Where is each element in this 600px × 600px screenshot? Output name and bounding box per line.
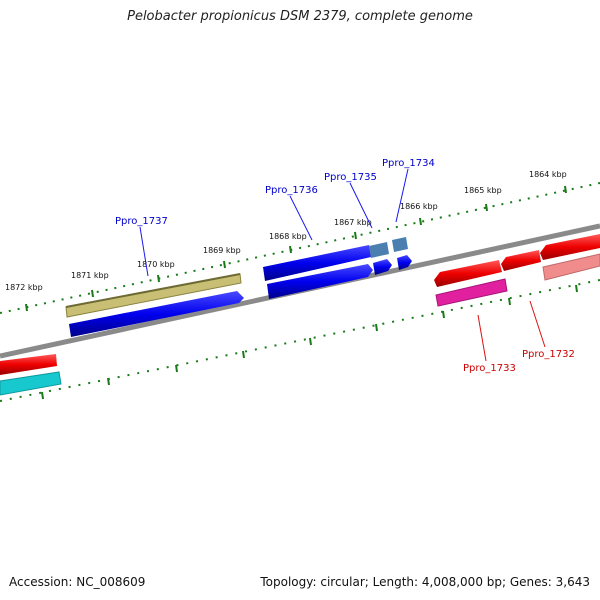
scale-label-1868: 1868 kbp [269, 232, 307, 241]
reverse-label-leaders [477, 300, 546, 362]
gene-ppro-1732-arrow[interactable] [501, 250, 541, 271]
scale-label-1864: 1864 kbp [529, 170, 567, 179]
gene-ppro-1735-arrow[interactable] [369, 242, 392, 275]
inner-tick-ring [0, 279, 600, 402]
forward-label-leaders [139, 168, 409, 277]
accession-label: Accession: NC_008609 [9, 575, 146, 589]
inner-major-ticks [41, 284, 578, 400]
gene-ppro-1737-arrow[interactable] [69, 291, 244, 337]
genome-summary: Topology: circular; Length: 4,008,000 bp… [260, 575, 590, 589]
gene-ppro-1734-arrow[interactable] [392, 237, 412, 270]
gene-ppro-1733-feature[interactable] [435, 278, 508, 307]
gene-label-ppro-1734[interactable]: Ppro_1734 [382, 158, 435, 169]
gene-label-ppro-1732[interactable]: Ppro_1732 [522, 349, 575, 360]
scale-label-1871: 1871 kbp [71, 271, 109, 280]
outer-tick-ring [0, 182, 600, 314]
outer-major-ticks [25, 185, 567, 312]
gene-reverse-left-arrow[interactable] [0, 354, 57, 375]
gene-ppro-1733-arrow[interactable] [434, 260, 502, 287]
scale-label-1869: 1869 kbp [203, 246, 241, 255]
scale-label-1867: 1867 kbp [334, 218, 372, 227]
gene-cyan-left-feature[interactable] [0, 371, 62, 396]
gene-ppro-1737-feature[interactable] [65, 273, 242, 318]
map-title: Pelobacter propionicus DSM 2379, complet… [127, 9, 473, 24]
gene-pink-right-feature[interactable] [542, 253, 600, 281]
gene-label-ppro-1735[interactable]: Ppro_1735 [324, 172, 377, 183]
scale-label-1872: 1872 kbp [5, 283, 43, 292]
gene-label-ppro-1733[interactable]: Ppro_1733 [463, 363, 516, 374]
scale-label-1870: 1870 kbp [137, 260, 175, 269]
scale-label-1865: 1865 kbp [464, 186, 502, 195]
gene-label-ppro-1737[interactable]: Ppro_1737 [115, 216, 168, 227]
gene-reverse-right-arrow[interactable] [540, 234, 600, 260]
gene-label-ppro-1736[interactable]: Ppro_1736 [265, 185, 318, 196]
scale-label-1866: 1866 kbp [400, 202, 438, 211]
gene-ppro-1736-arrow[interactable] [263, 245, 373, 299]
